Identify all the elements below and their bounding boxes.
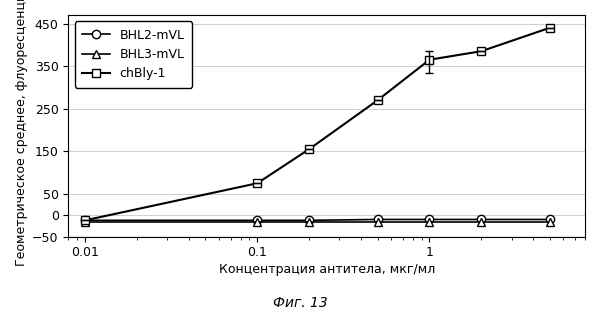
chBly-1 [254,181,261,185]
BHL3-mVL [426,220,433,224]
BHL2-mVL [374,218,381,221]
BHL3-mVL [82,220,89,224]
chBly-1 [305,147,313,151]
Line: chBly-1: chBly-1 [81,24,554,224]
chBly-1 [426,58,433,62]
BHL2-mVL [478,218,485,221]
Line: BHL3-mVL: BHL3-mVL [81,217,554,226]
Legend: BHL2-mVL, BHL3-mVL, chBly-1: BHL2-mVL, BHL3-mVL, chBly-1 [74,21,192,88]
X-axis label: Концентрация антитела, мкг/мл: Концентрация антитела, мкг/мл [218,264,435,277]
BHL2-mVL [426,218,433,221]
chBly-1 [478,49,485,53]
BHL3-mVL [478,220,485,224]
BHL3-mVL [546,220,553,224]
Y-axis label: Геометрическое среднее, флуоресценция: Геометрическое среднее, флуоресценция [15,0,28,266]
Line: BHL2-mVL: BHL2-mVL [81,215,554,224]
chBly-1 [374,98,381,102]
BHL3-mVL [305,220,313,224]
Text: Фиг. 13: Фиг. 13 [272,296,328,310]
BHL2-mVL [305,219,313,222]
chBly-1 [546,26,553,30]
BHL3-mVL [374,220,381,224]
BHL2-mVL [254,219,261,222]
BHL3-mVL [254,220,261,224]
BHL2-mVL [82,219,89,222]
BHL2-mVL [546,218,553,221]
chBly-1 [82,219,89,222]
